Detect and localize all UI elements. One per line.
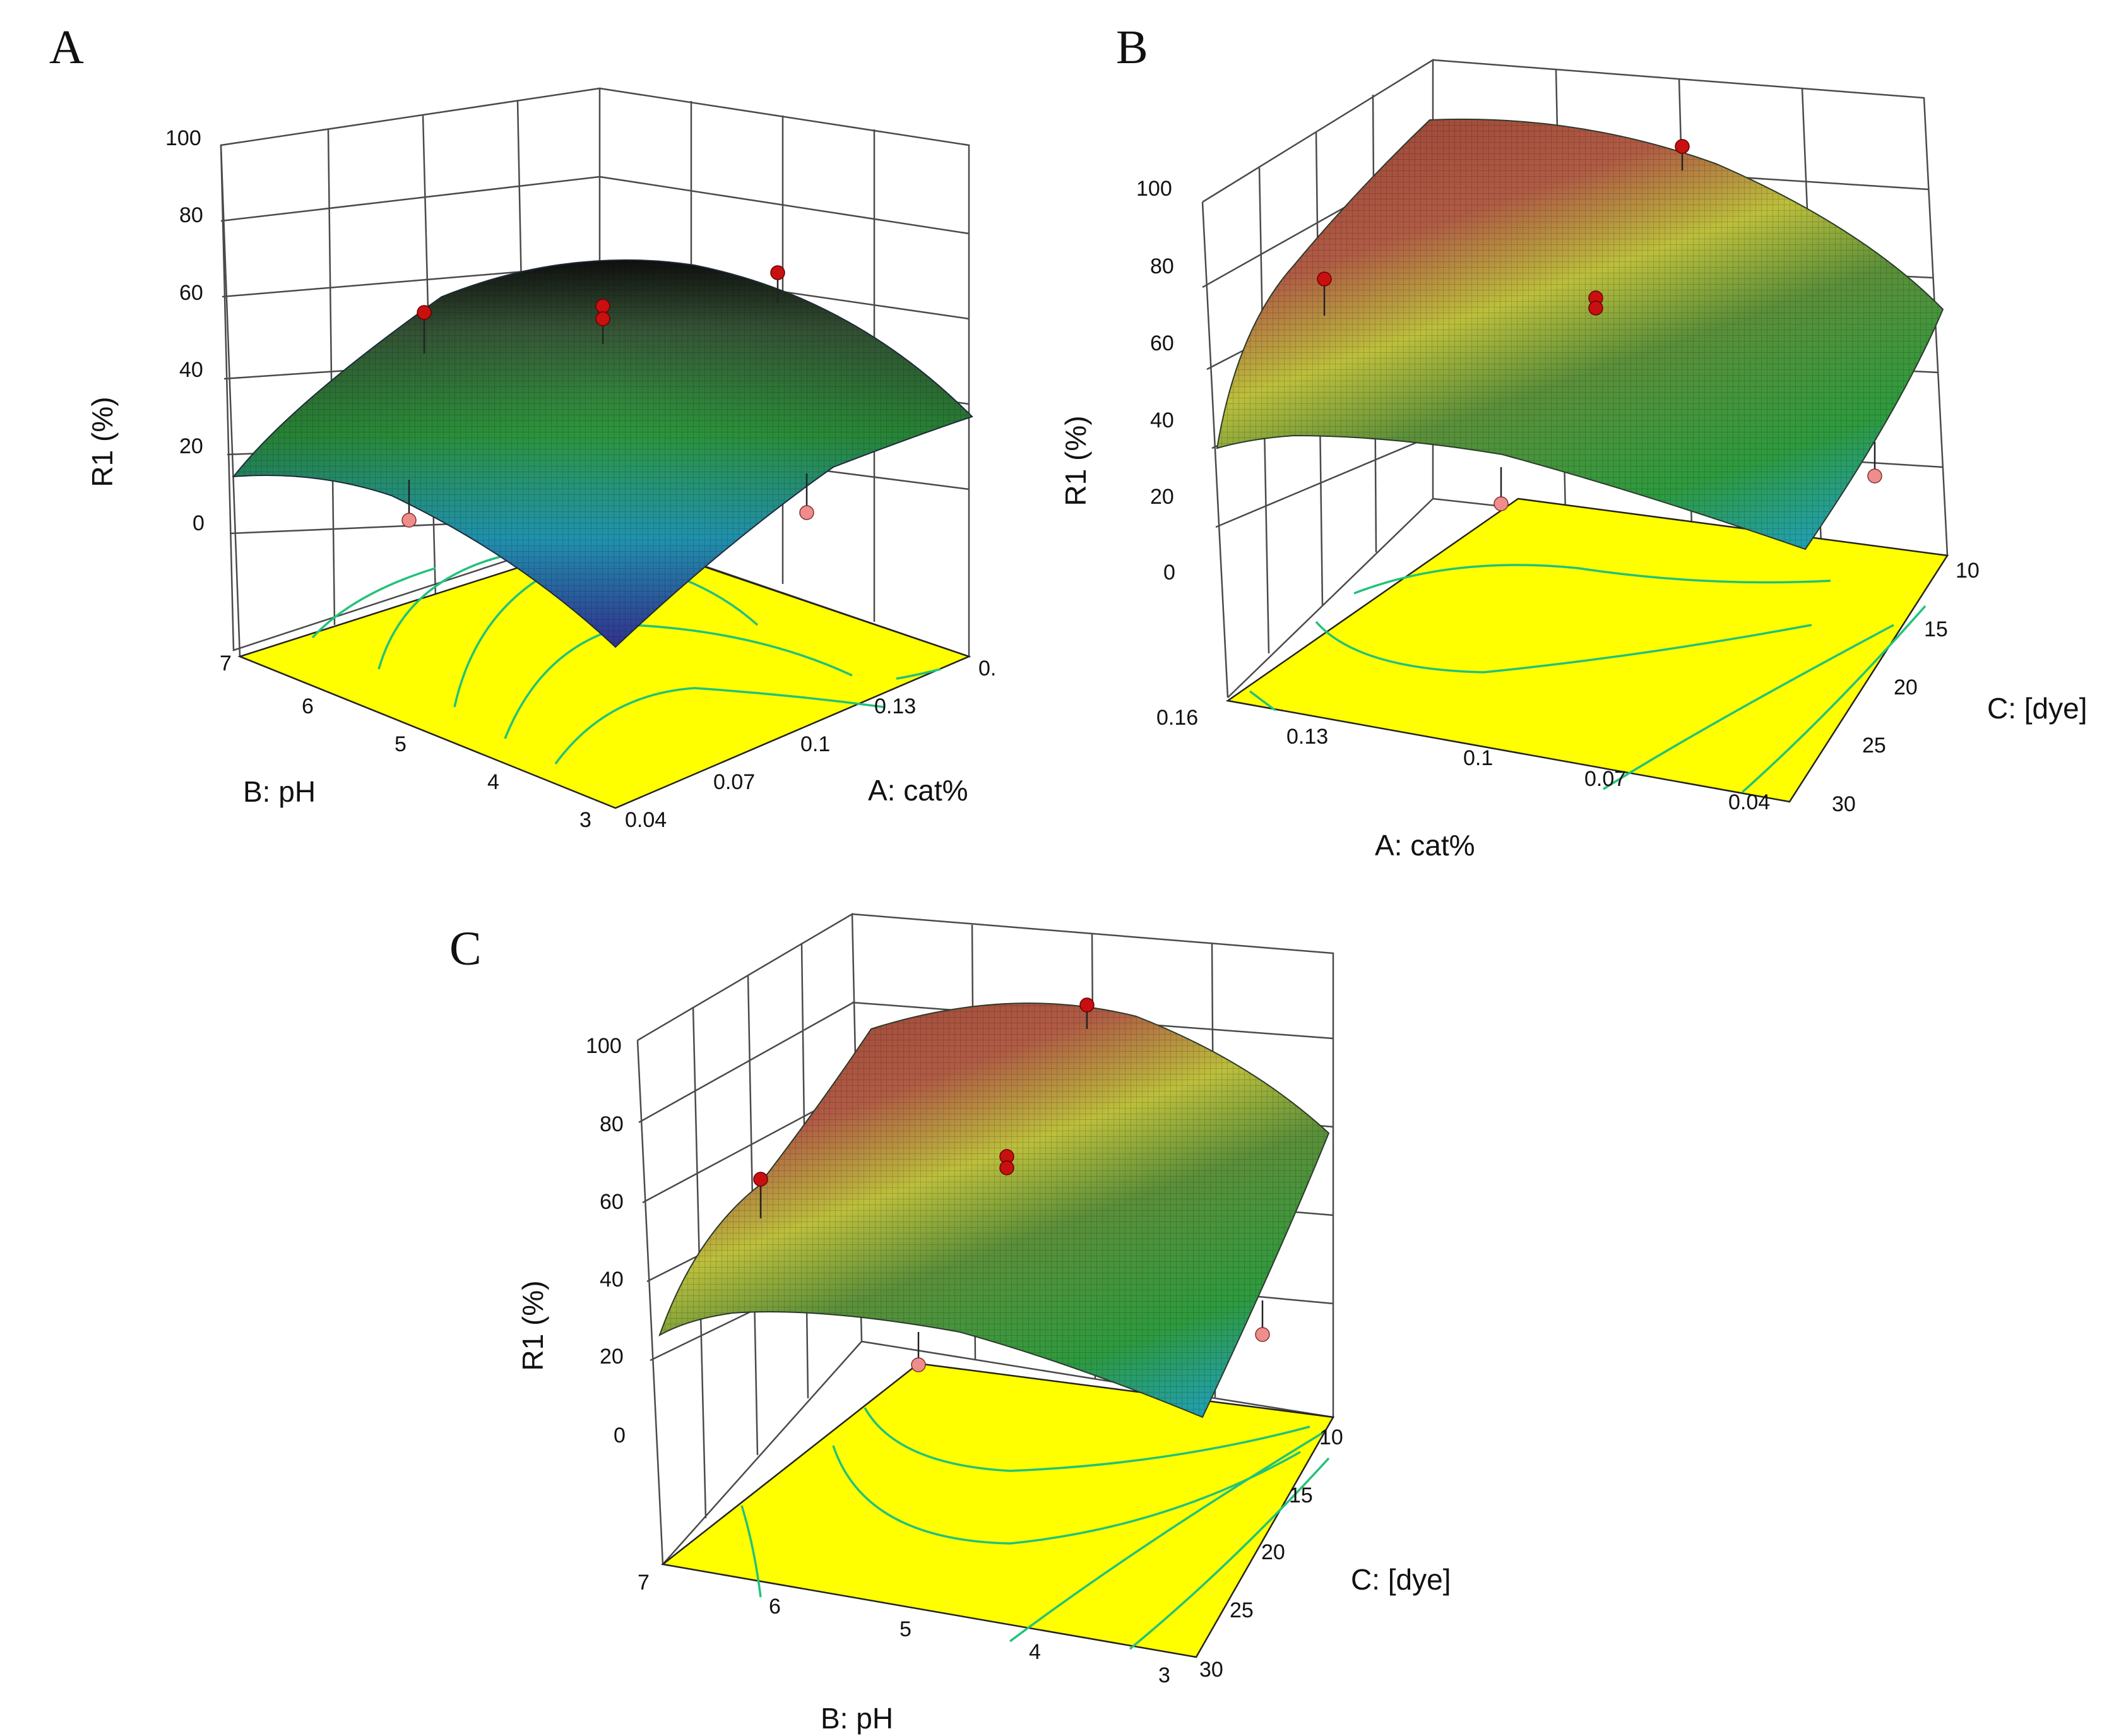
panel-c-x-label: B: pH <box>821 1702 893 1735</box>
panel-b-x-tick: 0.04 <box>1728 790 1770 814</box>
panel-b-y-tick: 15 <box>1924 617 1948 641</box>
panel-b-x-tick: 0.16 <box>1156 706 1198 730</box>
panel-b-z-tick: 60 <box>1150 331 1174 355</box>
panel-c-point-5 <box>911 1357 926 1372</box>
panel-c-x-tick: 7 <box>638 1571 650 1595</box>
panel-c-y-ticks: 10 15 20 25 30 <box>1199 1425 1343 1682</box>
panel-b-point-3 <box>1588 300 1603 316</box>
panel-a-y-ticks: 7 6 5 4 3 <box>220 651 591 832</box>
panel-c-z-tick: 80 <box>600 1112 624 1136</box>
panel-b-z-label: R1 (%) <box>1059 415 1092 506</box>
panel-a-point-5 <box>401 513 417 528</box>
panel-a-points <box>401 265 814 528</box>
panel-b-floor <box>1225 497 1949 803</box>
panel-c-point-4 <box>1079 997 1095 1013</box>
panel-c-x-tick: 4 <box>1029 1640 1041 1664</box>
panel-label-a: A <box>49 21 84 74</box>
panel-a-y-tick: 7 <box>220 651 232 675</box>
panel-c-z-tick: 0 <box>614 1424 626 1448</box>
panel-a-y-label: B: pH <box>243 775 316 808</box>
panel-a-point-6 <box>799 505 814 520</box>
panel-b-point-5 <box>1494 496 1509 511</box>
panel-c-y-tick: 30 <box>1199 1658 1223 1682</box>
panel-b-surface <box>1216 118 1944 550</box>
panel-b-z-tick: 100 <box>1136 177 1172 201</box>
panel-a-y-tick: 3 <box>579 808 591 832</box>
panel-b-z-tick: 0 <box>1163 561 1175 585</box>
panel-a-x-tick: 0. <box>978 657 996 681</box>
panel-a-x-tick: 0.04 <box>625 808 667 832</box>
panel-a-z-ticks: 100 80 60 40 20 0 <box>165 126 205 535</box>
panel-c-z-tick: 60 <box>600 1190 624 1214</box>
panel-b-x-tick: 0.07 <box>1584 767 1626 791</box>
panel-b-points <box>1317 139 1882 511</box>
panel-c-y-tick: 20 <box>1261 1540 1285 1564</box>
panel-a-point-3 <box>595 311 610 326</box>
panel-a-y-tick: 6 <box>302 694 314 718</box>
panel-a-point-2 <box>595 299 610 314</box>
panel-a-z-tick: 40 <box>179 358 203 382</box>
panel-c-points <box>753 997 1270 1372</box>
panel-a-z-tick: 0 <box>193 511 205 535</box>
panel-c-point-6 <box>1255 1327 1270 1342</box>
panel-a-z-tick: 100 <box>165 126 201 150</box>
panel-a-z-tick: 80 <box>179 203 203 227</box>
panel-a-point-4 <box>770 265 785 280</box>
panel-a-x-tick: 0.07 <box>713 770 755 794</box>
panel-c-y-tick: 10 <box>1319 1425 1343 1449</box>
panel-b-x-tick: 0.13 <box>1286 725 1328 749</box>
panel-c-z-tick: 100 <box>586 1034 622 1058</box>
panel-b-y-tick: 30 <box>1832 792 1856 816</box>
panel-c-point-3 <box>999 1160 1014 1175</box>
panel-a-point-1 <box>417 305 432 320</box>
panel-c-z-ticks: 100 80 60 40 20 0 <box>586 1034 626 1448</box>
panel-c-y-tick: 15 <box>1289 1483 1313 1507</box>
panel-c-x-ticks: 7 6 5 4 3 <box>638 1571 1170 1687</box>
panel-c-surface <box>658 1002 1330 1418</box>
panel-b-x-label: A: cat% <box>1375 829 1475 862</box>
panel-b-y-tick: 10 <box>1956 559 1980 583</box>
panel-label-c: C <box>449 922 482 975</box>
panel-b-z-tick: 40 <box>1150 408 1174 432</box>
panel-b-y-ticks: 10 15 20 25 30 <box>1832 559 1980 816</box>
panel-b-y-tick: 20 <box>1894 675 1918 699</box>
panel-b-z-tick: 80 <box>1150 254 1174 278</box>
panel-a-x-tick: 0.13 <box>874 694 916 718</box>
panel-a: A <box>49 21 996 832</box>
panel-a-z-tick: 60 <box>179 281 203 305</box>
panel-c-x-tick: 5 <box>900 1617 912 1641</box>
panel-a-x-tick: 0.1 <box>800 732 830 756</box>
panel-b-y-label: C: [dye] <box>1987 692 2087 725</box>
panel-c-point-1 <box>753 1172 768 1187</box>
panel-b-x-tick: 0.1 <box>1463 746 1493 770</box>
panel-a-surface <box>232 259 973 648</box>
panel-a-y-tick: 4 <box>487 770 499 794</box>
panel-c-x-tick: 3 <box>1158 1663 1170 1687</box>
panel-c: C <box>449 912 1451 1735</box>
panel-c-x-tick: 6 <box>769 1595 781 1619</box>
panel-a-z-label: R1 (%) <box>86 396 119 487</box>
panel-c-z-label: R1 (%) <box>516 1280 549 1370</box>
panel-b-point-4 <box>1675 139 1690 154</box>
panel-c-y-tick: 25 <box>1230 1598 1254 1622</box>
panel-c-floor <box>661 1362 1335 1658</box>
panel-b-point-6 <box>1867 468 1882 484</box>
panel-a-x-ticks: 0.04 0.07 0.1 0.13 0. <box>625 657 996 832</box>
panel-a-x-label: A: cat% <box>868 774 968 807</box>
panel-c-z-tick: 40 <box>600 1268 624 1292</box>
panel-b-y-tick: 25 <box>1862 734 1886 758</box>
panel-a-z-tick: 20 <box>179 434 203 458</box>
panel-c-z-tick: 20 <box>600 1345 624 1369</box>
panel-b-z-tick: 20 <box>1150 485 1174 509</box>
panel-c-y-label: C: [dye] <box>1351 1563 1451 1596</box>
panel-a-y-tick: 5 <box>395 732 407 756</box>
panel-b-z-ticks: 100 80 60 40 20 0 <box>1136 177 1175 585</box>
panel-b-point-1 <box>1317 271 1332 287</box>
panel-label-b: B <box>1116 21 1148 74</box>
panel-b-x-ticks: 0.16 0.13 0.1 0.07 0.04 <box>1156 706 1770 814</box>
panel-b: B <box>1059 21 2087 862</box>
